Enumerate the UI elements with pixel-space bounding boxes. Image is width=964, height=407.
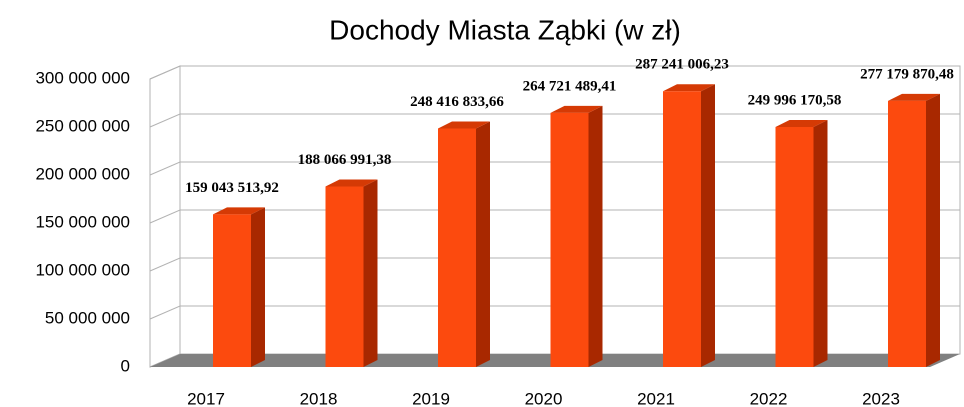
x-tick-label: 2017 — [187, 389, 225, 407]
value-label: 277 179 870,48 — [860, 66, 954, 82]
x-tick-label: 2022 — [750, 389, 788, 407]
value-label: 159 043 513,92 — [185, 180, 279, 196]
bar — [325, 179, 378, 367]
bar-top — [213, 207, 265, 215]
bar-top — [550, 105, 603, 113]
bar-top — [438, 121, 490, 129]
x-tick-label: 2021 — [637, 389, 675, 407]
bar-side — [476, 121, 490, 367]
bar-top — [888, 93, 940, 101]
bar-side — [926, 93, 940, 368]
y-tick-label: 300 000 000 — [35, 68, 130, 87]
bar-top — [775, 120, 828, 128]
bar — [663, 84, 715, 368]
x-tick-label: 2018 — [300, 389, 338, 407]
value-label: 287 241 006,23 — [635, 57, 729, 73]
bar-front — [438, 128, 476, 367]
bar-side — [701, 84, 715, 368]
bar-front — [888, 100, 926, 368]
x-tick-label: 2023 — [862, 389, 900, 407]
value-label: 264 721 489,41 — [523, 78, 617, 94]
bar-top — [325, 179, 378, 187]
value-label: 249 996 170,58 — [748, 92, 842, 108]
y-tick-label: 50 000 000 — [45, 308, 130, 327]
x-tick-label: 2020 — [525, 389, 563, 407]
y-tick-label: 150 000 000 — [35, 212, 130, 231]
bar-side — [363, 179, 378, 367]
grid-line — [149, 65, 960, 80]
bar-side — [813, 120, 828, 367]
bar — [888, 93, 940, 368]
bar-front — [663, 91, 701, 368]
bar-front — [550, 112, 589, 367]
bar — [775, 120, 828, 367]
bar-front — [213, 214, 251, 367]
value-label: 188 066 991,38 — [298, 152, 392, 168]
chart-title: Dochody Miasta Ząbki (w zł) — [329, 14, 681, 45]
y-tick-label: 100 000 000 — [35, 260, 130, 279]
bar — [438, 121, 490, 367]
bar — [213, 207, 265, 367]
bar-side — [588, 105, 603, 367]
bar-front — [325, 186, 364, 367]
bar-front — [775, 127, 814, 367]
x-tick-label: 2019 — [412, 389, 450, 407]
bar — [550, 105, 603, 367]
bar-side — [251, 207, 265, 367]
y-tick-label: 250 000 000 — [35, 116, 130, 135]
y-tick-label: 0 — [121, 356, 130, 375]
value-label: 248 416 833,66 — [410, 94, 504, 110]
y-tick-label: 200 000 000 — [35, 164, 130, 183]
bar-top — [663, 84, 715, 92]
